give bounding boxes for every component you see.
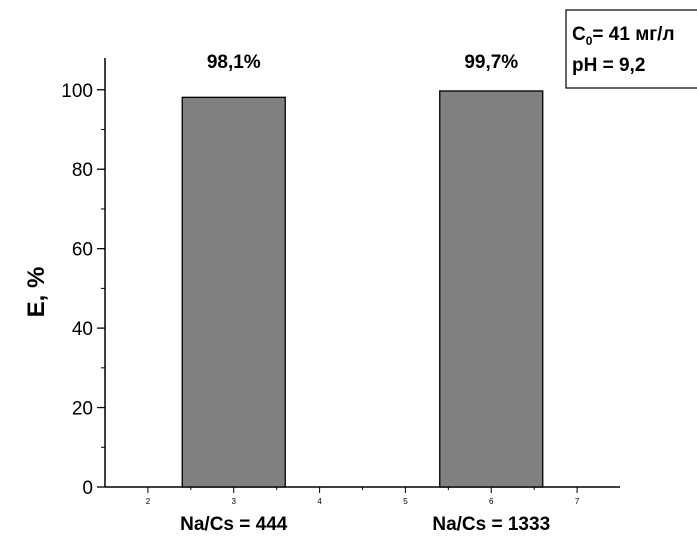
x-tick-label: 6 <box>489 497 494 506</box>
y-tick-label: 40 <box>72 319 93 340</box>
bars-group <box>181 90 544 488</box>
annotation-c-suffix: = 41 мг/л <box>592 24 674 45</box>
x-tick-label: 3 <box>232 497 237 506</box>
y-tick-label: 60 <box>72 240 93 261</box>
bar-category-label: Na/Cs = 444 <box>180 514 288 535</box>
annotation-frame <box>565 9 697 89</box>
x-tick-label: 7 <box>575 497 580 506</box>
annotation-line-2: pH = 9,2 <box>572 55 645 76</box>
x-tick-label: 2 <box>146 497 151 506</box>
annotation-c-subscript: 0 <box>586 34 593 48</box>
x-tick-label: 5 <box>403 497 408 506</box>
bar-category-label: Na/Cs = 1333 <box>432 514 550 535</box>
bar-data-label: 98,1% <box>207 52 261 73</box>
y-tick-label: 80 <box>72 160 93 181</box>
y-tick-label: 0 <box>82 478 93 499</box>
axis-ticks: 0 20 40 60 80 100 2 3 4 5 6 7 <box>61 81 580 506</box>
labels-group: 98,1% Na/Cs = 444 99,7% Na/Cs = 1333 <box>180 52 550 535</box>
bar <box>181 96 286 488</box>
y-axis-label: E, % <box>23 267 50 318</box>
bar <box>439 90 544 488</box>
annotation-line-1: C0= 41 мг/л <box>572 24 675 48</box>
y-tick-label: 20 <box>72 399 93 420</box>
annotation-c-prefix: C <box>572 24 586 45</box>
x-tick-label: 4 <box>317 497 322 506</box>
bar-data-label: 99,7% <box>464 52 518 73</box>
annotation-box: C0= 41 мг/л pH = 9,2 <box>565 9 697 89</box>
y-tick-label: 100 <box>61 81 93 102</box>
